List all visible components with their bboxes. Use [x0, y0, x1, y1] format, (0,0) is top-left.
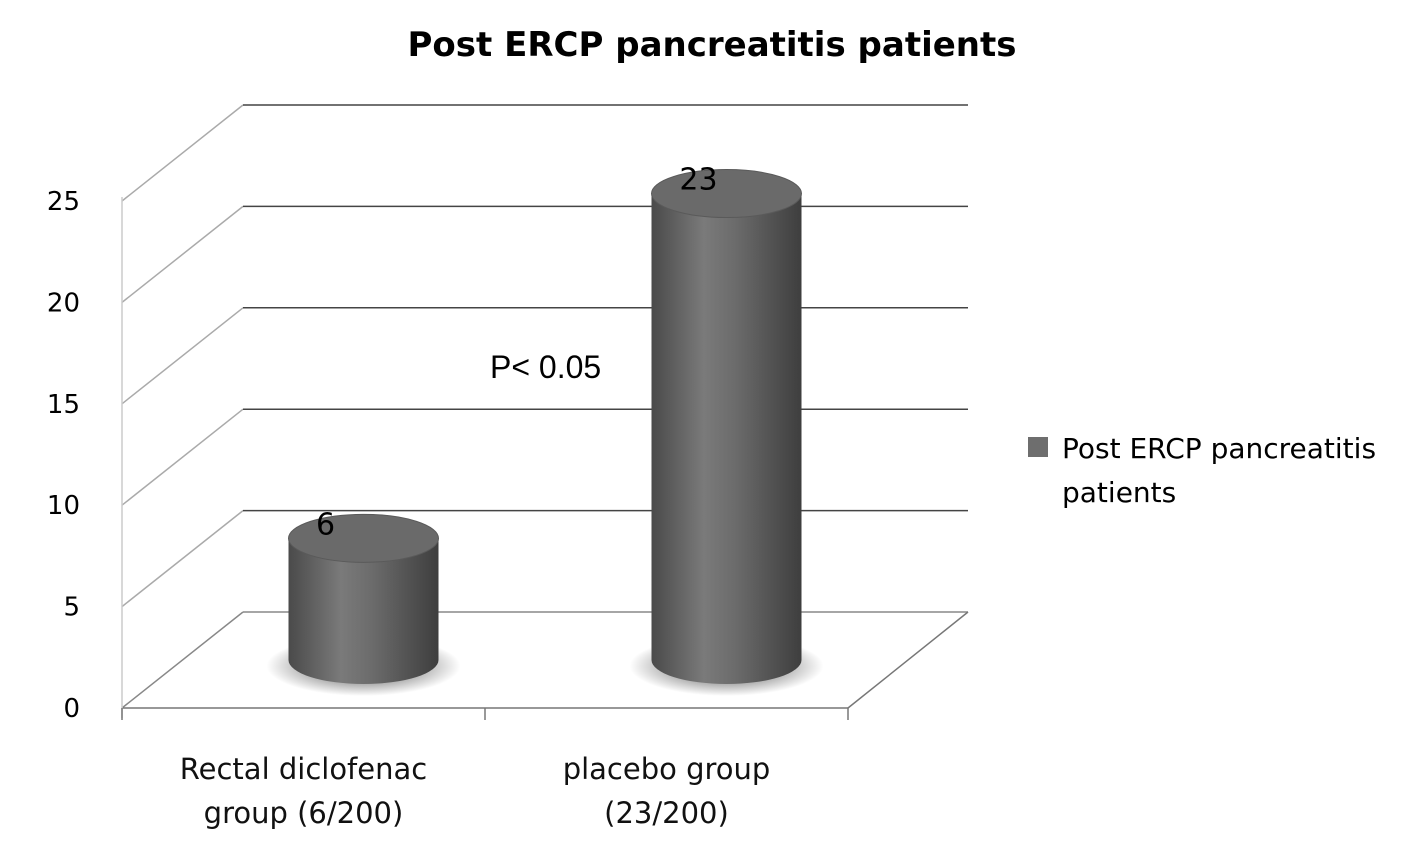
bar-value-label: 6 [316, 507, 335, 542]
y-tick-label: 0 [63, 694, 80, 724]
x-category-label: Rectal diclofenac [180, 752, 427, 786]
y-tick-label: 20 [47, 288, 80, 318]
bar-body [288, 538, 439, 684]
gridline-side [121, 408, 244, 506]
p-value-annotation: P< 0.05 [490, 349, 601, 385]
y-tick-label: 25 [47, 187, 80, 217]
gridline-side [121, 205, 244, 303]
bar-value-label: 23 [679, 163, 717, 198]
legend: Post ERCP pancreatitis patients [1028, 432, 1376, 509]
y-axis-ticks: 0 5 10 15 20 25 [47, 187, 80, 724]
gridline-side [121, 510, 244, 608]
bar-top [288, 513, 439, 563]
x-category-label: group (6/200) [204, 796, 404, 830]
x-axis-categories: Rectal diclofenac group (6/200) placebo gr… [180, 752, 771, 830]
bar-1: 6 [266, 507, 461, 696]
bar-body [651, 193, 802, 684]
grid [121, 104, 968, 709]
y-tick-label: 10 [47, 491, 80, 521]
legend-label-line-1: Post ERCP pancreatitis [1062, 432, 1376, 465]
gridline-side [121, 611, 244, 709]
bar-2: 23 [629, 163, 824, 696]
bars: 6 23 [266, 163, 824, 696]
gridline-side [121, 104, 244, 202]
x-category-label: (23/200) [604, 796, 729, 830]
chart-title: Post ERCP pancreatitis patients [408, 25, 1017, 65]
legend-swatch [1028, 437, 1048, 457]
legend-label-line-2: patients [1062, 476, 1176, 509]
axes [121, 197, 969, 720]
gridline-side [121, 307, 244, 405]
bar-top [651, 169, 802, 219]
floor-right-edge [847, 611, 969, 709]
y-tick-label: 5 [63, 593, 80, 623]
y-tick-label: 15 [47, 390, 80, 420]
x-category-label: placebo group [563, 752, 771, 786]
